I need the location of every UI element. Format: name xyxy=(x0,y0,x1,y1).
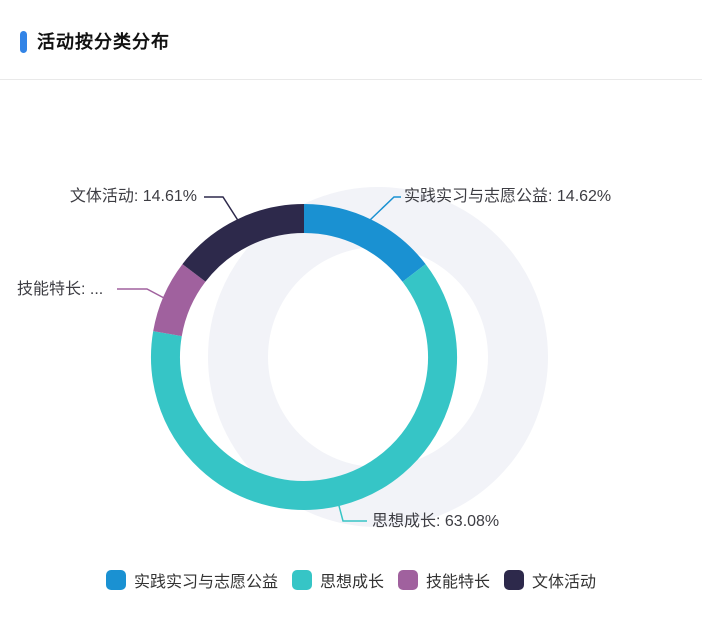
label-leader-line-practice xyxy=(369,196,401,221)
page-title: 活动按分类分布 xyxy=(37,32,170,52)
donut-segment-2[interactable] xyxy=(153,264,206,337)
legend-marker-practice xyxy=(105,570,126,590)
label-leader-line-sports xyxy=(204,196,240,223)
pie-label-sports: 文体活动: 14.61% xyxy=(69,188,197,205)
legend-marker-growth xyxy=(291,570,312,590)
donut-segment-0[interactable] xyxy=(303,204,426,283)
donut-segment-1[interactable] xyxy=(151,264,457,510)
legend-label-growth: 思想成长 xyxy=(319,574,384,591)
donut-segments xyxy=(151,204,457,510)
legend-item-sports[interactable]: 文体活动 xyxy=(504,568,596,592)
legend-item-growth[interactable]: 思想成长 xyxy=(291,568,384,592)
pie-label-skill: 技能特长: ... xyxy=(17,281,104,298)
legend-label-practice: 实践实习与志愿公益 xyxy=(133,574,278,591)
legend-item-practice[interactable]: 实践实习与志愿公益 xyxy=(105,568,278,592)
chart-legend: 实践实习与志愿公益 思想成长 技能特长 文体活动 xyxy=(0,568,702,592)
pie-label-growth: 思想成长: 63.08% xyxy=(372,513,500,530)
legend-marker-skill xyxy=(398,570,418,590)
shadow-ring xyxy=(208,187,548,527)
legend-label-sports: 文体活动 xyxy=(532,574,597,591)
label-leader-line-skill xyxy=(117,288,165,299)
legend-item-skill[interactable]: 技能特长 xyxy=(398,568,490,592)
title-accent-bar xyxy=(20,31,27,53)
legend-label-skill: 技能特长 xyxy=(426,574,491,591)
label-leader-line-growth xyxy=(337,501,367,522)
donut-segment-3[interactable] xyxy=(182,204,305,282)
legend-marker-sports xyxy=(504,570,525,590)
pie-label-practice: 实践实习与志愿公益: 14.62% xyxy=(404,188,612,205)
card-header: 活动按分类分布 xyxy=(0,0,702,80)
